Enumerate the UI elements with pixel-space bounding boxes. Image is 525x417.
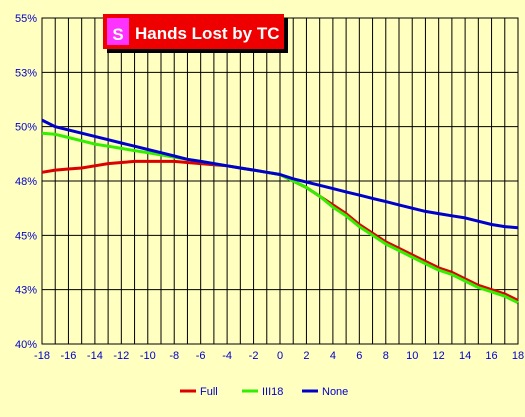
x-tick-label: 0: [277, 350, 283, 362]
x-tick-label: -12: [113, 350, 129, 362]
x-tick-label: 4: [330, 350, 336, 362]
x-tick-label: 2: [303, 350, 309, 362]
x-tick-label: -6: [196, 350, 206, 362]
legend-label: III18: [262, 386, 283, 398]
title-logo-icon: S: [112, 25, 123, 44]
x-tick-label: -16: [60, 350, 76, 362]
x-tick-label: 10: [406, 350, 418, 362]
grid: [41, 17, 519, 345]
series-lines: [41, 118, 519, 305]
legend: Full III18 None: [180, 386, 348, 398]
chart-title-box: S Hands Lost by TC: [103, 14, 288, 53]
x-tick-label: -10: [140, 350, 156, 362]
y-tick-label: 53%: [15, 67, 37, 79]
y-tick-label: 55%: [15, 13, 37, 25]
x-axis-ticks: -18 -16 -14 -12 -10 -8 -6 -4 -2 0 2 4 6 8 10 12 14 16 18: [34, 350, 524, 362]
y-tick-label: 50%: [15, 122, 37, 134]
x-tick-label: 16: [485, 350, 497, 362]
legend-label: None: [322, 386, 348, 398]
x-tick-label: -8: [169, 350, 179, 362]
x-tick-label: 14: [459, 350, 471, 362]
y-axis-ticks: 40% 43% 45% 48% 50% 53% 55%: [15, 13, 37, 351]
y-tick-label: 43%: [15, 285, 37, 297]
y-tick-label: 48%: [15, 176, 37, 188]
x-tick-label: -14: [87, 350, 103, 362]
x-tick-label: -18: [34, 350, 50, 362]
x-tick-label: 12: [433, 350, 445, 362]
x-tick-label: 6: [356, 350, 362, 362]
y-tick-label: 45%: [15, 230, 37, 242]
x-tick-label: -4: [222, 350, 232, 362]
y-tick-label: 40%: [15, 339, 37, 351]
x-tick-label: 8: [383, 350, 389, 362]
series-line-none: [41, 118, 519, 230]
x-tick-label: -2: [249, 350, 259, 362]
chart-title: Hands Lost by TC: [135, 24, 280, 43]
legend-label: Full: [200, 386, 218, 398]
x-tick-label: 18: [512, 350, 524, 362]
